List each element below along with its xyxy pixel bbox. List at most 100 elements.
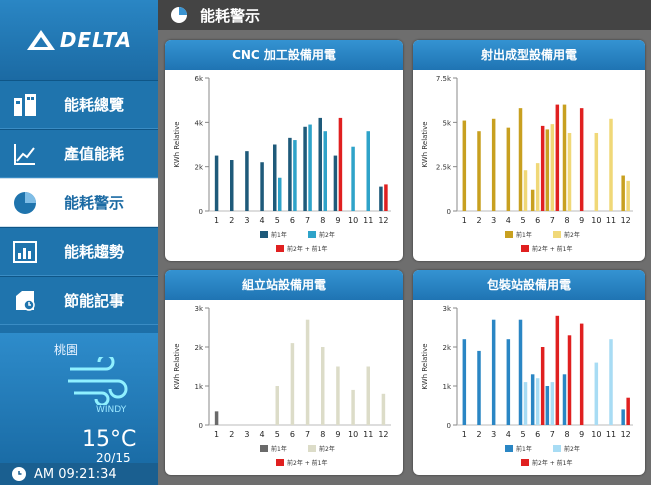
bar	[477, 350, 481, 425]
legend-label: 前2年	[564, 231, 580, 239]
bar	[579, 323, 584, 425]
legend-swatch	[553, 445, 561, 452]
x-tick-label: 5	[275, 216, 280, 225]
bar	[293, 140, 297, 211]
bar	[384, 184, 388, 211]
y-tick-label: 1k	[194, 383, 203, 391]
bar	[535, 378, 540, 425]
bar	[594, 362, 599, 425]
legend-swatch	[553, 231, 561, 238]
bar	[609, 118, 613, 211]
sidebar: DELTA 能耗總覽 產值能耗 能耗警示 能耗趨勢	[0, 0, 158, 485]
x-tick-label: 8	[564, 430, 569, 439]
x-tick-label: 1	[462, 216, 467, 225]
y-tick-label: 4k	[194, 119, 203, 127]
bar	[518, 319, 523, 425]
x-tick-label: 5	[275, 430, 280, 439]
sidebar-item-label: 能耗總覽	[64, 96, 125, 114]
x-tick-label: 9	[579, 216, 584, 225]
sidebar-item-notes[interactable]: 節能記事	[0, 276, 158, 325]
bar	[260, 162, 264, 211]
bar	[550, 382, 555, 425]
bar	[545, 129, 550, 211]
sidebar-item-alert[interactable]: 能耗警示	[0, 178, 158, 227]
bar	[594, 132, 599, 211]
bar	[351, 389, 355, 425]
bar	[491, 118, 496, 211]
x-tick-label: 1	[214, 216, 219, 225]
wind-icon	[68, 357, 128, 405]
bar	[545, 386, 550, 425]
sidebar-item-trend[interactable]: 能耗趨勢	[0, 227, 158, 276]
y-axis-label: KWh Relative	[421, 121, 429, 167]
x-tick-label: 5	[520, 216, 525, 225]
y-axis-label: KWh Relative	[173, 121, 181, 167]
bar	[621, 409, 625, 425]
bar	[626, 180, 630, 211]
bar-chart-icon	[0, 239, 50, 265]
legend-swatch	[505, 445, 513, 452]
bar	[626, 397, 630, 425]
sidebar-item-label: 能耗警示	[64, 194, 125, 212]
x-tick-label: 11	[606, 430, 616, 439]
clock-time: AM 09:21:34	[34, 466, 117, 482]
chart-panel-cnc: CNC 加工設備用電 KWh Relative 0 2k 4k 6k 1 2 3 4 5 6 7 8 9 1…	[165, 40, 403, 261]
y-tick-label: 0	[447, 422, 451, 430]
x-tick-label: 2	[476, 430, 481, 439]
bar	[308, 124, 312, 211]
x-tick-label: 2	[229, 216, 234, 225]
x-tick-label: 9	[335, 216, 340, 225]
brand-logo[interactable]: DELTA	[0, 0, 158, 80]
x-tick-label: 7	[305, 430, 310, 439]
bar	[535, 163, 540, 211]
y-tick-label: 3k	[442, 305, 451, 313]
bar	[506, 339, 511, 425]
x-tick-label: 10	[348, 216, 358, 225]
bar	[379, 186, 383, 211]
bar	[366, 366, 370, 425]
bar	[491, 319, 496, 425]
x-tick-label: 5	[520, 430, 525, 439]
x-tick-label: 12	[621, 430, 631, 439]
x-tick-label: 2	[476, 216, 481, 225]
page-title: 能耗警示	[200, 6, 261, 25]
delta-logo-icon	[26, 30, 55, 50]
y-tick-label: 0	[447, 208, 451, 216]
legend-label: 前2年 + 前1年	[532, 459, 572, 467]
bar	[462, 339, 467, 425]
clock-bar: AM 09:21:34	[0, 463, 158, 485]
pie-chart-icon	[0, 189, 50, 217]
y-axis-label: KWh Relative	[173, 343, 181, 389]
bar	[275, 386, 279, 425]
chart-title: 射出成型設備用電	[413, 40, 645, 70]
bar	[273, 144, 277, 211]
y-tick-label: 2k	[194, 164, 203, 172]
notes-icon	[0, 288, 50, 314]
x-tick-label: 4	[260, 216, 265, 225]
y-tick-label: 1k	[442, 383, 451, 391]
bar	[579, 108, 584, 211]
y-tick-label: 7.5k	[436, 75, 452, 83]
x-tick-label: 6	[535, 430, 540, 439]
weather-location: 桃園	[54, 343, 79, 357]
x-tick-label: 7	[305, 216, 310, 225]
x-tick-label: 2	[229, 430, 234, 439]
bar	[214, 411, 219, 425]
x-tick-label: 12	[621, 216, 631, 225]
bar	[567, 132, 572, 211]
bar	[523, 170, 528, 211]
bar	[323, 131, 327, 211]
sidebar-item-overview[interactable]: 能耗總覽	[0, 80, 158, 129]
sidebar-item-production[interactable]: 產值能耗	[0, 129, 158, 178]
y-tick-label: 6k	[194, 75, 203, 83]
bar	[477, 131, 481, 211]
x-tick-label: 10	[348, 430, 358, 439]
sidebar-item-label: 產值能耗	[64, 145, 125, 163]
bar	[366, 131, 370, 211]
bar	[318, 117, 322, 211]
legend-label: 前2年 + 前1年	[287, 459, 327, 467]
x-tick-label: 7	[550, 216, 555, 225]
page-header: 能耗警示	[158, 0, 651, 30]
